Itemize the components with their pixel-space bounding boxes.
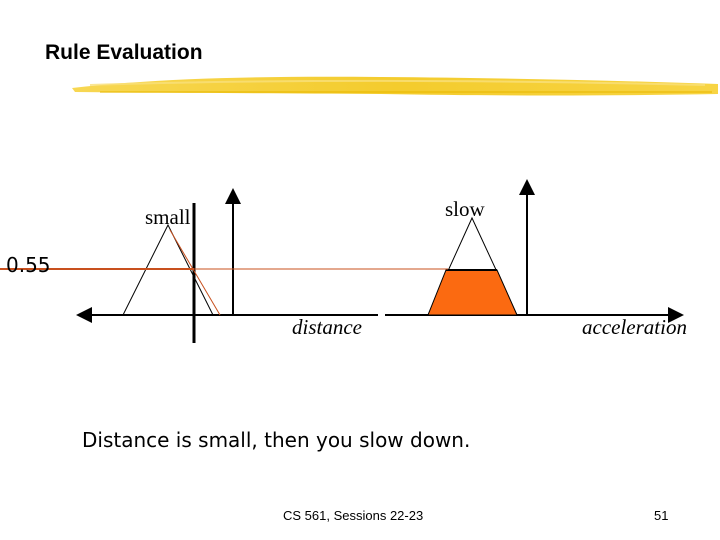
acceleration-axis-label: acceleration xyxy=(582,315,687,339)
small-label: small xyxy=(145,205,191,229)
rule-caption: Distance is small, then you slow down. xyxy=(82,428,471,452)
small-membership-triangle xyxy=(122,223,214,316)
small-triangle-right-edge-accent xyxy=(169,229,221,316)
title-underline-brush xyxy=(72,76,718,96)
clipped-slow-area xyxy=(427,269,518,316)
footer-course: CS 561, Sessions 22-23 xyxy=(283,508,424,523)
slide-title: Rule Evaluation xyxy=(45,41,203,64)
distance-axis-label: distance xyxy=(292,315,362,339)
slow-label: slow xyxy=(445,197,486,221)
level-label: 0.55 xyxy=(6,253,51,277)
page-number: 51 xyxy=(654,508,669,523)
